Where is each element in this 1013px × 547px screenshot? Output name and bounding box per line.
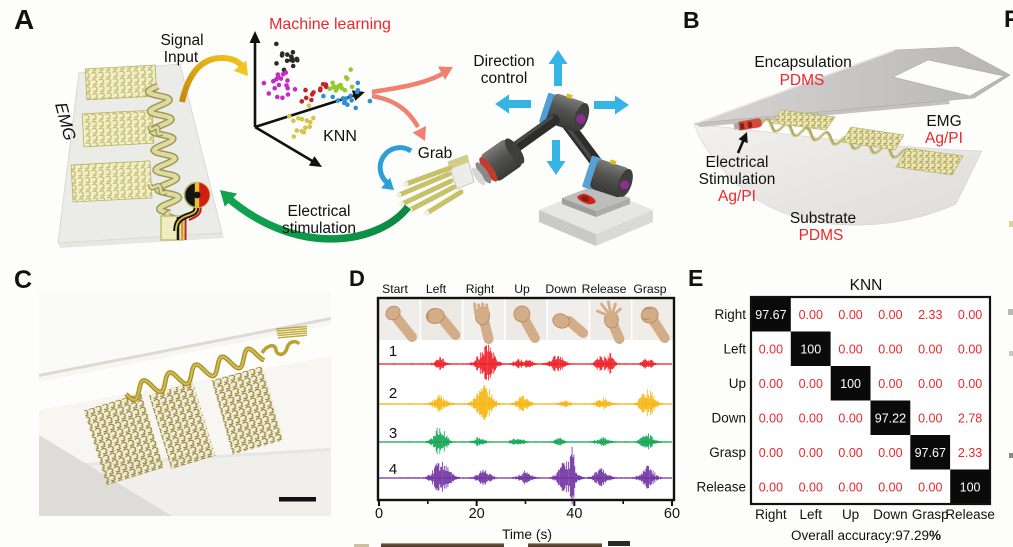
svg-text:2.33: 2.33 [918, 308, 942, 322]
svg-text:Substrate: Substrate [790, 210, 856, 227]
svg-text:20: 20 [469, 506, 485, 522]
svg-text:Electrical: Electrical [288, 203, 351, 220]
svg-text:0.00: 0.00 [838, 308, 862, 322]
svg-text:0.00: 0.00 [799, 480, 823, 494]
svg-text:0.00: 0.00 [878, 342, 902, 356]
svg-text:0.00: 0.00 [918, 342, 942, 356]
svg-text:0.00: 0.00 [759, 377, 783, 391]
svg-text:0: 0 [375, 506, 383, 522]
svg-text:Encapsulation: Encapsulation [754, 54, 851, 71]
svg-text:2: 2 [389, 385, 397, 402]
svg-text:KNN: KNN [323, 128, 357, 145]
svg-text:Left: Left [799, 507, 822, 522]
svg-text:EMG: EMG [926, 113, 961, 130]
svg-text:Grab: Grab [418, 145, 452, 162]
svg-text:Down: Down [545, 282, 576, 296]
svg-text:3: 3 [389, 425, 397, 442]
svg-text:PDMS: PDMS [780, 72, 825, 89]
svg-text:2.78: 2.78 [958, 411, 982, 425]
svg-text:Up: Up [514, 282, 530, 296]
svg-text:control: control [481, 70, 528, 87]
svg-text:PDMS: PDMS [799, 227, 844, 244]
svg-text:0.00: 0.00 [838, 446, 862, 460]
svg-text:Grasp: Grasp [709, 445, 746, 460]
svg-text:4: 4 [389, 461, 397, 478]
svg-text:0.00: 0.00 [759, 446, 783, 460]
svg-text:0.00: 0.00 [799, 446, 823, 460]
svg-text:0.00: 0.00 [878, 377, 902, 391]
svg-text:Start: Start [382, 282, 408, 296]
svg-text:0.00: 0.00 [918, 411, 942, 425]
svg-text:Signal: Signal [160, 32, 203, 49]
svg-text:100: 100 [960, 480, 981, 494]
svg-text:Right: Right [714, 307, 746, 322]
svg-text:0.00: 0.00 [878, 480, 902, 494]
svg-text:stimulation: stimulation [282, 220, 356, 237]
svg-text:0.00: 0.00 [878, 308, 902, 322]
svg-text:0.00: 0.00 [759, 411, 783, 425]
svg-text:0.00: 0.00 [759, 342, 783, 356]
svg-text:Left: Left [426, 282, 447, 296]
svg-text:Electrical: Electrical [706, 154, 769, 171]
svg-text:Grasp: Grasp [633, 282, 666, 296]
svg-text:0.00: 0.00 [958, 308, 982, 322]
svg-text:0.00: 0.00 [958, 377, 982, 391]
svg-text:1: 1 [389, 343, 397, 360]
svg-text:97.22: 97.22 [875, 411, 906, 425]
svg-text:2.33: 2.33 [958, 446, 982, 460]
svg-text:0.00: 0.00 [838, 342, 862, 356]
svg-text:97.67: 97.67 [755, 308, 786, 322]
svg-text:60: 60 [664, 506, 680, 522]
svg-text:Up: Up [842, 507, 859, 522]
svg-text:Up: Up [729, 376, 746, 391]
svg-text:40: 40 [566, 506, 582, 522]
svg-text:E: E [688, 265, 703, 291]
svg-text:100: 100 [840, 377, 861, 391]
svg-text:C: C [14, 266, 32, 294]
svg-text:Right: Right [755, 507, 787, 522]
svg-text:D: D [349, 266, 365, 291]
svg-text:Machine learning: Machine learning [269, 16, 391, 33]
svg-text:0.00: 0.00 [838, 411, 862, 425]
svg-text:Down: Down [711, 410, 746, 425]
svg-text:Release: Release [696, 479, 746, 494]
svg-text:Time (s): Time (s) [502, 527, 552, 542]
svg-text:F: F [1004, 6, 1013, 33]
svg-text:0.00: 0.00 [759, 480, 783, 494]
svg-text:0.00: 0.00 [838, 480, 862, 494]
svg-text:0.00: 0.00 [958, 342, 982, 356]
svg-text:0.00: 0.00 [799, 411, 823, 425]
svg-text:B: B [683, 7, 700, 33]
svg-text:Grasp: Grasp [912, 507, 949, 522]
svg-text:0.00: 0.00 [918, 480, 942, 494]
svg-text:97.67: 97.67 [915, 446, 946, 460]
svg-text:0.00: 0.00 [918, 377, 942, 391]
svg-text:Left: Left [723, 341, 746, 356]
svg-text:A: A [14, 4, 34, 35]
svg-text:Ag/PI: Ag/PI [718, 188, 756, 205]
svg-text:Down: Down [873, 507, 908, 522]
svg-text:Stimulation: Stimulation [699, 171, 776, 188]
svg-text:Direction: Direction [473, 53, 534, 70]
svg-text:Ag/PI: Ag/PI [925, 130, 963, 147]
svg-text:0.00: 0.00 [799, 308, 823, 322]
svg-text:KNN: KNN [850, 277, 883, 294]
svg-text:Right: Right [466, 282, 495, 296]
svg-text:Input: Input [164, 49, 199, 66]
svg-text:Overall accuracy:97.29%: Overall accuracy:97.29% [791, 528, 941, 543]
svg-text:0.00: 0.00 [878, 446, 902, 460]
svg-text:Release: Release [945, 507, 995, 522]
svg-text:0.00: 0.00 [799, 377, 823, 391]
svg-text:100: 100 [800, 342, 821, 356]
svg-text:Release: Release [582, 282, 627, 296]
